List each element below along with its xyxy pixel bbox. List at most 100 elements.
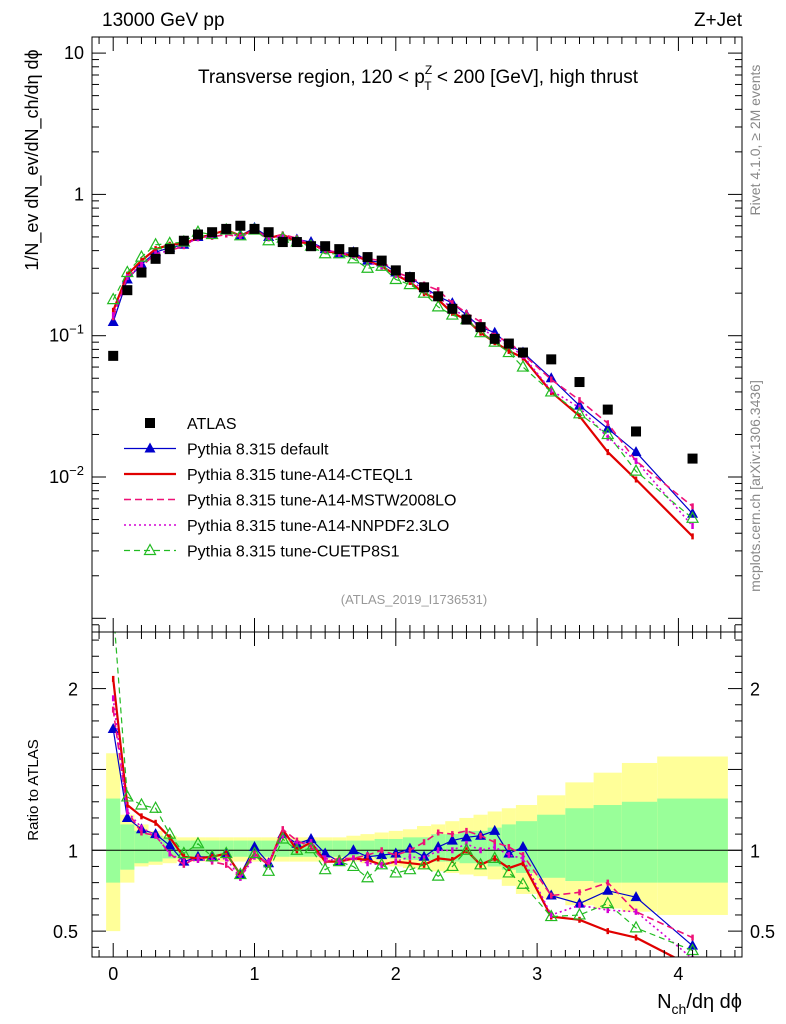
ratio-line-nnpdf (112, 698, 692, 957)
legend-entry-cteql1: Pythia 8.315 tune-A14-CTEQL1 (124, 467, 413, 484)
main-point-atlas (574, 377, 585, 388)
x-tick-label: 4 (673, 964, 683, 984)
main-point-atlas (263, 227, 274, 238)
legend-marker-cuetp (143, 543, 157, 556)
ratio-point-cuetp (332, 854, 346, 867)
main-point-atlas (517, 347, 528, 358)
x-tick-label: 2 (391, 964, 401, 984)
energy-label: 13000 GeV pp (102, 10, 225, 31)
ratio-point-cuetp (276, 831, 290, 844)
x-tick-label: 3 (532, 964, 542, 984)
ratio-point-cuetp (177, 846, 191, 859)
main-point-cuetp (601, 427, 615, 440)
stat-uncertainty-band (148, 835, 163, 862)
ratio-plot-series (107, 602, 700, 957)
ratio-point-default (489, 824, 501, 835)
main-point-cuetp (502, 345, 516, 358)
main-point-atlas (150, 253, 161, 264)
main-point-cuetp (403, 277, 417, 290)
main-point-cuetp (149, 237, 163, 250)
main-point-atlas (277, 237, 288, 248)
legend-entry-cuetp: Pythia 8.315 tune-CUETP8S1 (124, 543, 400, 561)
main-y-tick-label: 10 (64, 43, 84, 63)
ratio-point-cuetp (134, 797, 148, 810)
ratio-point-cuetp (389, 865, 403, 878)
main-y-tick-label: 10−1 (49, 322, 84, 346)
ratio-y-tick-label-left: 2 (68, 680, 78, 700)
ratio-y-tick-label-right: 2 (750, 680, 760, 700)
stat-uncertainty-band (134, 830, 149, 864)
stat-uncertainty-band (106, 798, 121, 883)
main-point-cuetp (134, 249, 148, 262)
ratio-point-cuetp (163, 826, 177, 839)
main-point-atlas (546, 354, 557, 365)
ratio-point-cuetp (304, 841, 318, 854)
ratio-frame (91, 631, 743, 958)
main-point-atlas (207, 227, 218, 238)
stat-uncertainty-band (120, 824, 135, 870)
legend-marker-default (144, 442, 156, 453)
stat-uncertainty-band (657, 798, 728, 883)
legend-label-mstw: Pythia 8.315 tune-A14-MSTW2008LO (187, 493, 456, 510)
plot-title-post: < 200 [GeV], high thrust (432, 67, 639, 88)
main-point-atlas (433, 291, 444, 302)
main-point-cuetp (544, 384, 558, 397)
ratio-point-default (432, 841, 444, 852)
ratio-point-default (347, 844, 359, 855)
main-point-atlas (390, 265, 401, 276)
ratio-point-cuetp (516, 876, 530, 889)
main-point-cuetp (233, 228, 247, 241)
x-tick-label: 0 (108, 964, 118, 984)
ratio-line-mstw (112, 709, 693, 939)
ratio-point-default (460, 831, 472, 842)
main-point-atlas (687, 453, 698, 464)
plot-title-pre: Transverse region, 120 < p (198, 67, 425, 88)
ratio-point-cuetp (459, 843, 473, 855)
stat-uncertainty-band (537, 814, 566, 878)
ratio-point-cuetp (108, 602, 119, 612)
legend-entry-mstw: Pythia 8.315 tune-A14-MSTW2008LO (124, 493, 456, 510)
ratio-point-default (121, 811, 133, 822)
main-point-cuetp (572, 406, 587, 419)
ratio-point-cuetp (445, 859, 459, 872)
ratio-point-cuetp (488, 851, 502, 863)
main-point-atlas (178, 235, 189, 246)
ratio-point-cuetp (191, 836, 205, 849)
stat-uncertainty-band (593, 805, 622, 883)
stat-uncertainty-band (332, 840, 347, 857)
main-point-atlas (461, 314, 472, 325)
ratio-y-tick-label-left: 1 (68, 841, 78, 861)
ratio-point-cuetp (375, 857, 389, 870)
main-point-cuetp (389, 272, 403, 285)
legend-label-atlas: ATLAS (187, 416, 237, 433)
main-point-default (630, 446, 642, 457)
ratio-point-default (446, 834, 458, 845)
mcplots-label: mcplots.cern.ch [arXiv:1306.3436] (747, 380, 763, 592)
ratio-point-cuetp (120, 789, 134, 802)
main-line-mstw (112, 229, 694, 507)
process-label: Z+Jet (694, 10, 743, 31)
main-point-atlas (348, 247, 359, 258)
main-point-cuetp (262, 233, 276, 246)
ratio-point-default (319, 847, 331, 858)
ratio-point-default (376, 849, 388, 860)
stat-uncertainty-band (360, 840, 375, 857)
ratio-point-default (602, 884, 614, 895)
ratio-y-tick-label-right: 0.5 (750, 922, 775, 942)
main-point-atlas (362, 252, 373, 263)
legend-label-cteql1: Pythia 8.315 tune-A14-CTEQL1 (187, 467, 413, 484)
ratio-point-cuetp (474, 857, 488, 870)
ratio-point-cuetp (318, 862, 332, 875)
main-point-atlas (320, 241, 331, 252)
main-line-nnpdf (112, 230, 694, 527)
main-y-tick-label: 10−2 (49, 463, 84, 487)
analysis-label: (ATLAS_2019_I1736531) (341, 592, 487, 607)
ratio-point-cuetp (403, 862, 417, 875)
ratio-point-cuetp (219, 846, 233, 859)
ratio-y-tick-label-left: 0.5 (53, 922, 78, 942)
main-point-atlas (122, 285, 133, 296)
legend-label-default: Pythia 8.315 default (187, 442, 329, 459)
ratio-point-default (305, 832, 317, 843)
main-point-cuetp (346, 251, 360, 264)
